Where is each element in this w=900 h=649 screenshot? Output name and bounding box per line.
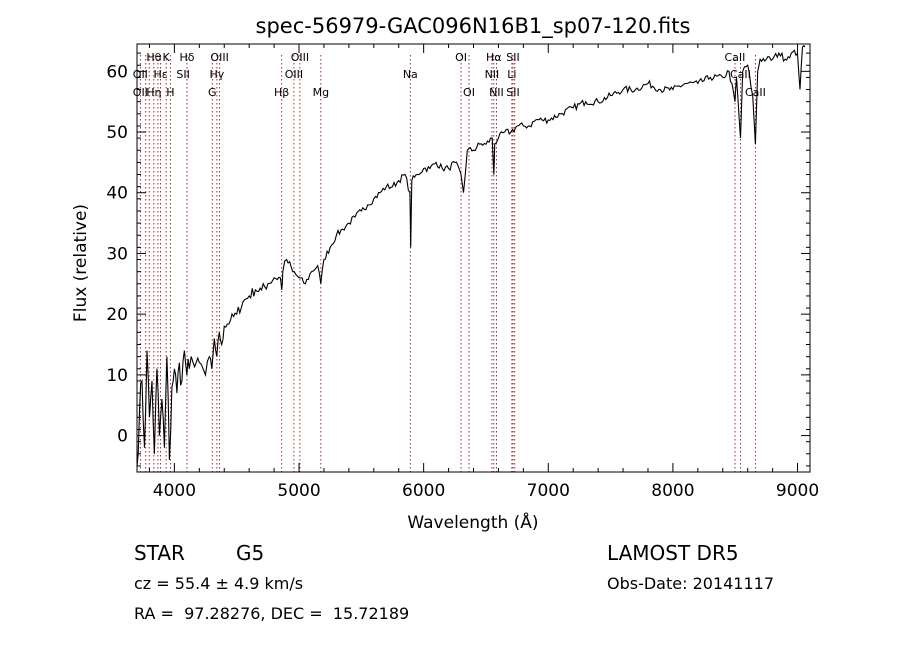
line-label-mid-2: SII xyxy=(176,68,189,81)
y-tick-label-0: 0 xyxy=(117,427,128,447)
axis-ticks: 4000 5000 6000 7000 8000 9000 0 10 20 30 40 50 60 xyxy=(106,44,819,501)
line-label-mid-5: Na xyxy=(403,68,418,81)
line-label-top-5: OI xyxy=(455,51,467,64)
plot-frame xyxy=(136,43,811,473)
emission-line-markers xyxy=(139,55,756,472)
line-label-low-6: OI xyxy=(463,86,475,99)
x-tick-label-4: 8000 xyxy=(651,481,694,501)
obs-date: Obs-Date: 20141117 xyxy=(607,574,775,593)
x-tick-label-2: 6000 xyxy=(402,481,445,501)
line-label-low-9: CaII xyxy=(745,86,766,99)
y-tick-label-4: 40 xyxy=(106,184,128,204)
y-tick-label-5: 50 xyxy=(106,123,128,143)
coordinates: RA = 97.28276, DEC = 15.72189 xyxy=(134,604,410,623)
line-labels: Hθ K Hδ OIII OIII OI Hα SII CaII OII Hε SII Hγ OIII Na… xyxy=(133,51,766,99)
y-tick-label-1: 10 xyxy=(106,366,128,386)
x-axis-label: Wavelength (Å) xyxy=(407,511,538,533)
line-label-low-8: SII xyxy=(506,86,519,99)
line-label-top-1: K xyxy=(163,51,171,64)
line-label-low-5: Mg xyxy=(313,86,329,99)
line-label-mid-3: Hγ xyxy=(209,68,224,81)
line-label-top-4: OIII xyxy=(291,51,309,64)
object-class: STAR xyxy=(134,541,185,565)
line-label-mid-4: OIII xyxy=(285,68,303,81)
line-label-mid-1: Hε xyxy=(153,68,167,81)
line-label-low-2: H xyxy=(166,86,174,99)
line-label-top-3: OIII xyxy=(210,51,228,64)
line-label-low-7: NII xyxy=(489,86,504,99)
line-label-mid-8: CaII xyxy=(730,68,751,81)
line-label-mid-6: NII xyxy=(485,68,500,81)
x-tick-label-0: 4000 xyxy=(153,481,196,501)
y-tick-label-6: 60 xyxy=(106,62,128,82)
y-tick-label-3: 30 xyxy=(106,244,128,264)
line-label-low-4: Hβ xyxy=(274,86,289,99)
line-label-top-6: Hα xyxy=(486,51,502,64)
redshift-cz: cz = 55.4 ± 4.9 km/s xyxy=(134,574,304,593)
chart-title: spec-56979-GAC096N16B1_sp07-120.fits xyxy=(256,14,691,39)
line-label-top-2: Hδ xyxy=(179,51,194,64)
y-tick-label-2: 20 xyxy=(106,305,128,325)
line-label-top-8: CaII xyxy=(725,51,746,64)
line-label-mid-0: OII xyxy=(133,68,148,81)
line-label-top-0: Hθ xyxy=(146,51,161,64)
x-tick-label-1: 5000 xyxy=(277,481,320,501)
line-label-top-7: SII xyxy=(506,51,519,64)
y-axis-label: Flux (relative) xyxy=(71,204,91,322)
line-label-low-3: G xyxy=(208,86,217,99)
x-tick-label-5: 9000 xyxy=(776,481,819,501)
x-tick-label-3: 7000 xyxy=(527,481,570,501)
line-label-mid-7: Li xyxy=(507,68,516,81)
object-subclass: G5 xyxy=(236,541,265,565)
line-label-low-1: Hη xyxy=(146,86,161,99)
spectrum-line xyxy=(136,44,806,466)
survey-name: LAMOST DR5 xyxy=(607,541,739,565)
